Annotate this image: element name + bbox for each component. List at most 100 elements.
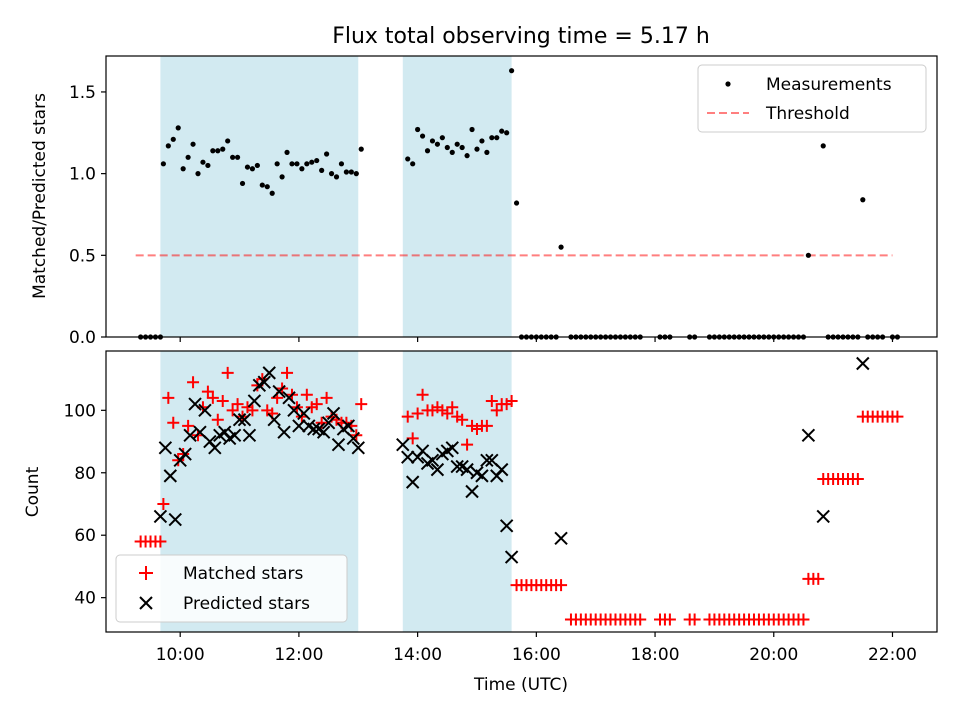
predicted-star-point [163,469,178,483]
top-shaded-regions [160,56,512,337]
predicted-star-point [307,422,321,436]
matched-star-point [162,391,175,404]
matched-star-point [812,572,825,585]
measurement-point [424,148,431,154]
y-tick-label: 80 [74,464,96,484]
measurement-point [860,197,866,203]
matched-star-point [206,391,219,404]
measurement-point [479,138,485,144]
x-tick-label: 16:00 [512,645,561,665]
measurement-point [289,161,295,167]
x-tick-label: 20:00 [749,645,798,665]
predicted-star-point [430,462,445,477]
measurement-point [274,161,280,167]
predicted-star-point [460,462,474,477]
predicted-star-point [262,366,276,380]
matched-star-point [406,432,419,445]
predicted-star-point [401,450,415,464]
y-tick-label: 100 [64,401,96,421]
matched-star-point [663,613,676,626]
measurement-point [165,143,171,149]
y-tick-label: 1.0 [69,165,96,185]
matched-star-point [555,579,568,592]
measurement-point [284,149,290,155]
matched-star-point [154,535,167,548]
y-tick-label: 60 [74,526,96,546]
measurement-point [358,146,364,152]
bottom-axes-frame [105,350,938,633]
predicted-star-point [208,441,222,455]
predicted-star-point [480,453,494,467]
matched-star-point [172,454,185,467]
matched-star-point [300,388,313,401]
measurement-point [259,182,265,188]
measurement-point [494,135,500,141]
shaded-region [402,56,512,337]
measurement-point [558,244,564,250]
predicted-star-point [856,356,870,371]
shaded-region [402,351,512,632]
predicted-star-point [801,428,816,443]
measurement-point [239,180,246,187]
measurement-point [254,162,260,169]
y-tick-label: 0.5 [69,246,96,266]
measurement-point [160,161,166,167]
measurement-point [215,148,221,154]
predicted-star-point [158,441,173,455]
measurement-point [294,161,300,167]
measurement-point [449,149,455,155]
matched-star-point [891,410,904,423]
measurement-point [469,126,475,133]
measurement-point [319,167,325,173]
predicted-star-points [153,356,870,564]
measurement-point [279,174,285,180]
matched-star-point [851,473,864,486]
predicted-star-point [183,428,197,443]
predicted-star-point [282,391,296,405]
measurement-point [195,171,201,177]
predicted-star-point [247,394,262,408]
matched-star-point [411,407,424,420]
legend-measurements-label: Measurements [766,75,892,95]
measurement-point [513,200,520,206]
measurement-point [348,169,354,175]
x-tick-label: 18:00 [631,645,680,665]
matched-star-point [441,407,454,420]
predicted-star-point [272,384,286,399]
matched-star-point [246,404,259,417]
measurement-point [405,156,411,162]
predicted-star-point [178,447,192,461]
predicted-star-point [316,425,331,439]
x-tick-label: 10:00 [156,645,205,665]
top-y-ticks: 0.0 0.5 1.0 1.5 [69,83,106,348]
top-x-ticks [179,337,894,342]
measurement-point [200,159,206,165]
measurement-point [304,161,310,167]
measurement-point [820,143,826,149]
measurement-point [314,157,320,164]
measurement-point [190,141,196,147]
measurement-point [419,133,426,139]
bottom-y-axis-label: Count [23,466,43,517]
matched-star-point [216,394,229,407]
matched-star-point [480,419,493,432]
measurement-point [333,174,340,180]
matched-star-point [461,438,474,451]
bottom-legend-box [115,554,348,623]
top-y-axis-label: Matched/Predicted stars [30,93,50,299]
y-tick-label: 1.5 [69,83,96,103]
bottom-legend: Matched stars Predicted stars [115,554,348,623]
predicted-star-point [499,519,514,533]
predicted-star-point [465,484,479,499]
legend-predicted-label: Predicted stars [183,594,310,614]
measurement-point [504,130,510,136]
measurement-point [464,153,470,159]
predicted-star-point [227,428,242,443]
matched-star-point [416,388,429,401]
predicted-star-point [257,375,271,389]
measurement-point [309,159,315,165]
predicted-star-point [292,419,306,433]
matched-star-point [310,398,323,411]
measurement-point [343,169,349,175]
